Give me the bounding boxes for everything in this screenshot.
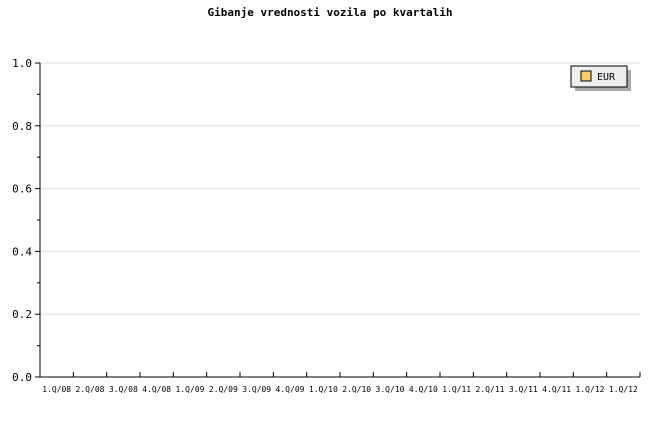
y-tick-label: 0.0 — [12, 371, 32, 384]
x-tick-label: 4.Q/10 — [409, 385, 438, 394]
x-tick-label: 1.Q/09 — [176, 385, 205, 394]
x-tick-label: 4.Q/08 — [142, 385, 171, 394]
legend: EUR — [570, 65, 631, 91]
x-tick-label: 4.Q/11 — [542, 385, 571, 394]
legend-swatch — [580, 70, 592, 82]
x-tick-label: 2.Q/11 — [476, 385, 505, 394]
x-tick-label: 4.Q/09 — [276, 385, 305, 394]
x-tick-label: 3.Q/10 — [376, 385, 405, 394]
x-tick-label: 1.Q/12 — [609, 385, 638, 394]
y-tick-label: 0.4 — [12, 245, 32, 258]
x-tick-label: 1.Q/11 — [442, 385, 471, 394]
x-tick-label: 1.Q/12 — [576, 385, 605, 394]
x-tick-label: 1.Q/10 — [309, 385, 338, 394]
y-tick-label: 1.0 — [12, 57, 32, 70]
x-tick-label: 1.Q/08 — [42, 385, 71, 394]
y-tick-label: 0.8 — [12, 120, 32, 133]
x-tick-label: 3.Q/09 — [242, 385, 271, 394]
legend-label: EUR — [597, 72, 616, 83]
y-tick-label: 0.6 — [12, 183, 32, 196]
x-tick-label: 3.Q/11 — [509, 385, 538, 394]
x-tick-label: 2.Q/10 — [342, 385, 371, 394]
y-tick-label: 0.2 — [12, 308, 32, 321]
x-tick-label: 3.Q/08 — [109, 385, 138, 394]
chart-title: Gibanje vrednosti vozila po kvartalih — [207, 6, 452, 19]
x-tick-label: 2.Q/08 — [76, 385, 105, 394]
x-tick-label: 2.Q/09 — [209, 385, 238, 394]
